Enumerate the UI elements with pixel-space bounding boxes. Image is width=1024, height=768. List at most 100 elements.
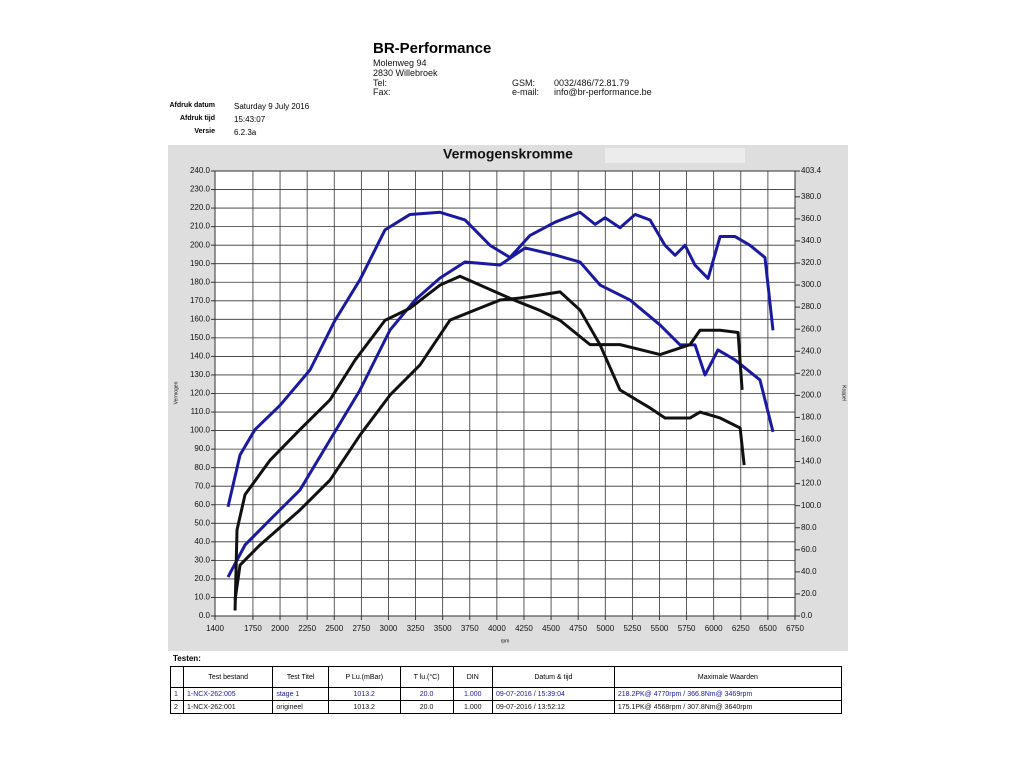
email: info@br-performance.be bbox=[554, 87, 652, 97]
table-cell: origineel bbox=[272, 700, 329, 714]
y-tick-label: 110.0 bbox=[191, 407, 211, 416]
y2-tick-label: 180.0 bbox=[801, 413, 822, 422]
y2-tick-label: 360.0 bbox=[801, 214, 822, 223]
x-tick-label: 6500 bbox=[759, 624, 777, 633]
y2-tick-label: 60.0 bbox=[801, 545, 817, 554]
series-line bbox=[233, 274, 744, 611]
tel-label: Tel: bbox=[373, 78, 388, 88]
y-tick-label: 60.0 bbox=[194, 500, 210, 509]
table-cell: stage 1 bbox=[272, 687, 329, 701]
info-value: 6.2.3a bbox=[234, 128, 257, 137]
x-tick-label: 4750 bbox=[569, 624, 587, 633]
x-tick-label: 6250 bbox=[732, 624, 750, 633]
table-cell: 09-07-2016 / 15:39:04 bbox=[491, 687, 615, 701]
table-cell: 1 bbox=[170, 687, 184, 701]
tests-table: Test bestand Test Titel P Lu.(mBar) T lu.(°… bbox=[170, 666, 843, 714]
header-row: Test bestand Test Titel P Lu.(mBar) T lu.(°… bbox=[170, 666, 843, 688]
y-tick-label: 20.0 bbox=[194, 574, 210, 583]
x-tick-label: 2750 bbox=[352, 624, 370, 633]
y-tick-label: 230.0 bbox=[190, 185, 211, 194]
table-cell: 1-NCX-262:001 bbox=[182, 700, 274, 714]
header-cell: T lu.(°C) bbox=[399, 666, 454, 688]
table-cell: 1013.2 bbox=[327, 700, 401, 714]
y2-tick-label: 200.0 bbox=[801, 390, 822, 399]
chart: Vermogenskromme rpm Vermogen Koppel 0.0 1… bbox=[168, 145, 848, 651]
table-cell: 175.1PK@ 4568rpm / 307.8Nm@ 3640rpm bbox=[613, 700, 843, 714]
y-tick-label: 170.0 bbox=[190, 296, 211, 305]
table-row: 2 1-NCX-262:001 origineel 1013.2 20.0 1.000 09… bbox=[170, 700, 843, 714]
y2-tick-label: 340.0 bbox=[801, 236, 822, 245]
y2-axis-label: Koppel bbox=[841, 385, 847, 401]
x-tick-label: 3000 bbox=[380, 624, 398, 633]
y-tick-label: 220.0 bbox=[190, 203, 211, 212]
y2-tick-label: 160.0 bbox=[801, 435, 822, 444]
y2-tick-label: 240.0 bbox=[801, 346, 822, 355]
y2-tick-label: 80.0 bbox=[801, 523, 817, 532]
table-cell: 2 bbox=[170, 700, 184, 714]
y-tick-label: 10.0 bbox=[194, 593, 210, 602]
info-label: Afdruk datum bbox=[169, 102, 216, 109]
x-tick-label: 5750 bbox=[678, 624, 696, 633]
x-tick-label: 4250 bbox=[515, 624, 533, 633]
x-tick-label: 6000 bbox=[705, 624, 723, 633]
email-label: e-mail: bbox=[512, 87, 540, 97]
table-cell: 09-07-2016 / 13:52:12 bbox=[491, 700, 615, 714]
y-tick-label: 40.0 bbox=[194, 537, 210, 546]
header-cell: Test bestand bbox=[182, 666, 274, 688]
table-cell: 1.000 bbox=[452, 687, 493, 701]
city: 2830 Willebroek bbox=[373, 68, 438, 78]
y-tick-label: 150.0 bbox=[190, 333, 211, 342]
y-axis-label: Vermogen bbox=[173, 381, 179, 404]
x-tick-label: 6750 bbox=[786, 624, 804, 633]
y-tick-label: 0.0 bbox=[199, 611, 211, 620]
table-cell: 1-NCX-262:005 bbox=[182, 687, 274, 701]
header-cell bbox=[170, 666, 184, 688]
y-tick-label: 130.0 bbox=[190, 370, 211, 379]
series-line bbox=[226, 210, 775, 508]
header-cell: Test Titel bbox=[272, 666, 329, 688]
series-line bbox=[233, 290, 746, 601]
y-tick-label: 160.0 bbox=[190, 314, 211, 323]
gsm-label: GSM: bbox=[512, 78, 536, 88]
y2-tick-label: 403.4 bbox=[801, 166, 822, 175]
title-strip bbox=[605, 148, 745, 163]
x-tick-label: 5000 bbox=[596, 624, 614, 633]
y-tick-label: 80.0 bbox=[194, 463, 210, 472]
company: BR-Performance bbox=[373, 40, 492, 57]
x-tick-label: 3750 bbox=[461, 624, 479, 633]
y-tick-label: 200.0 bbox=[190, 240, 211, 249]
gsm: 0032/486/72.81.79 bbox=[554, 78, 630, 88]
tests-title: Testen: bbox=[173, 654, 201, 663]
x-tick-label: 5500 bbox=[651, 624, 669, 633]
y-tick-label: 30.0 bbox=[194, 555, 210, 564]
header-cell: DIN bbox=[452, 666, 493, 688]
x-tick-label: 4000 bbox=[488, 624, 506, 633]
info-label: Afdruk tijd bbox=[180, 115, 215, 122]
x-tick-label: 1400 bbox=[206, 624, 224, 633]
header-cell: Maximale Waarden bbox=[613, 666, 843, 688]
y2-tick-label: 320.0 bbox=[801, 258, 822, 267]
x-tick-label: 5250 bbox=[623, 624, 641, 633]
table-cell: 20.0 bbox=[399, 687, 454, 701]
x-tick-label: 3250 bbox=[407, 624, 425, 633]
table-cell: 20.0 bbox=[399, 700, 454, 714]
y-tick-label: 210.0 bbox=[190, 222, 211, 231]
info-value: Saturday 9 July 2016 bbox=[234, 102, 310, 111]
info-value: 15:43:07 bbox=[234, 115, 266, 124]
table-row: 1 1-NCX-262:005 stage 1 1013.2 20.0 1.000 09-0… bbox=[170, 687, 843, 701]
street: Molenweg 94 bbox=[373, 58, 427, 68]
y-tick-label: 240.0 bbox=[190, 166, 211, 175]
x-tick-label: 3500 bbox=[434, 624, 452, 633]
table-cell: 218.2PK@ 4770rpm / 366.8Nm@ 3469rpm bbox=[613, 687, 843, 701]
chart-title: Vermogenskromme bbox=[443, 146, 573, 162]
y-tick-label: 180.0 bbox=[190, 277, 211, 286]
x-tick-label: 2000 bbox=[271, 624, 289, 633]
y2-tick-label: 220.0 bbox=[801, 368, 822, 377]
y-tick-label: 100.0 bbox=[190, 426, 211, 435]
y2-tick-label: 280.0 bbox=[801, 302, 822, 311]
y2-tick-label: 40.0 bbox=[801, 567, 817, 576]
y2-tick-label: 0.0 bbox=[801, 611, 813, 620]
y-tick-label: 190.0 bbox=[190, 259, 211, 268]
y2-tick-label: 300.0 bbox=[801, 280, 822, 289]
